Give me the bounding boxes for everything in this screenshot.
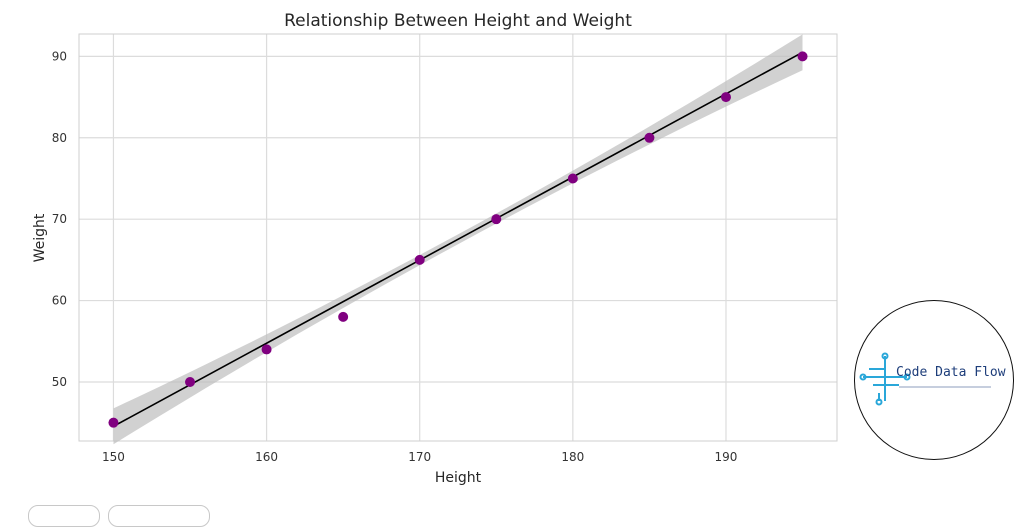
- data-point: [261, 344, 272, 355]
- y-tick-label: 50: [52, 375, 67, 389]
- data-point: [338, 311, 349, 322]
- x-tick-label: 170: [408, 450, 431, 464]
- chart-title: Relationship Between Height and Weight: [284, 11, 632, 31]
- circuit-icon: [859, 352, 991, 406]
- data-point: [108, 417, 119, 428]
- y-tick-label: 90: [52, 49, 67, 63]
- scatter-chart: Relationship Between Height and Weight 1…: [32, 11, 838, 486]
- bottom-tab[interactable]: [28, 505, 100, 527]
- data-point: [567, 173, 578, 184]
- x-axis-label: Height: [435, 470, 482, 486]
- x-tick-label: 180: [561, 450, 584, 464]
- plot-frame: [78, 33, 838, 442]
- regression-line: [113, 51, 803, 428]
- bottom-tab[interactable]: [108, 505, 210, 527]
- regression-line-group: [113, 51, 803, 428]
- brand-logo: Code Data Flow: [854, 300, 1014, 460]
- y-tick-label: 60: [52, 294, 67, 308]
- x-tick-label: 190: [715, 450, 738, 464]
- data-point: [414, 254, 425, 265]
- data-point: [185, 376, 196, 387]
- y-axis-label: Weight: [32, 213, 48, 262]
- logo-text: Code Data Flow: [896, 365, 1006, 380]
- data-point: [644, 132, 655, 143]
- y-tick-label: 80: [52, 131, 67, 145]
- data-point: [720, 92, 731, 103]
- x-tick-label: 150: [102, 450, 125, 464]
- x-tick-labels: 150 160 170 180 190: [102, 450, 737, 464]
- y-tick-label: 70: [52, 212, 67, 226]
- y-tick-labels: 50 60 70 80 90: [52, 49, 67, 389]
- x-tick-label: 160: [255, 450, 278, 464]
- data-points: [108, 51, 808, 428]
- data-point: [797, 51, 808, 62]
- grid-lines: [79, 34, 837, 441]
- data-point: [491, 214, 502, 225]
